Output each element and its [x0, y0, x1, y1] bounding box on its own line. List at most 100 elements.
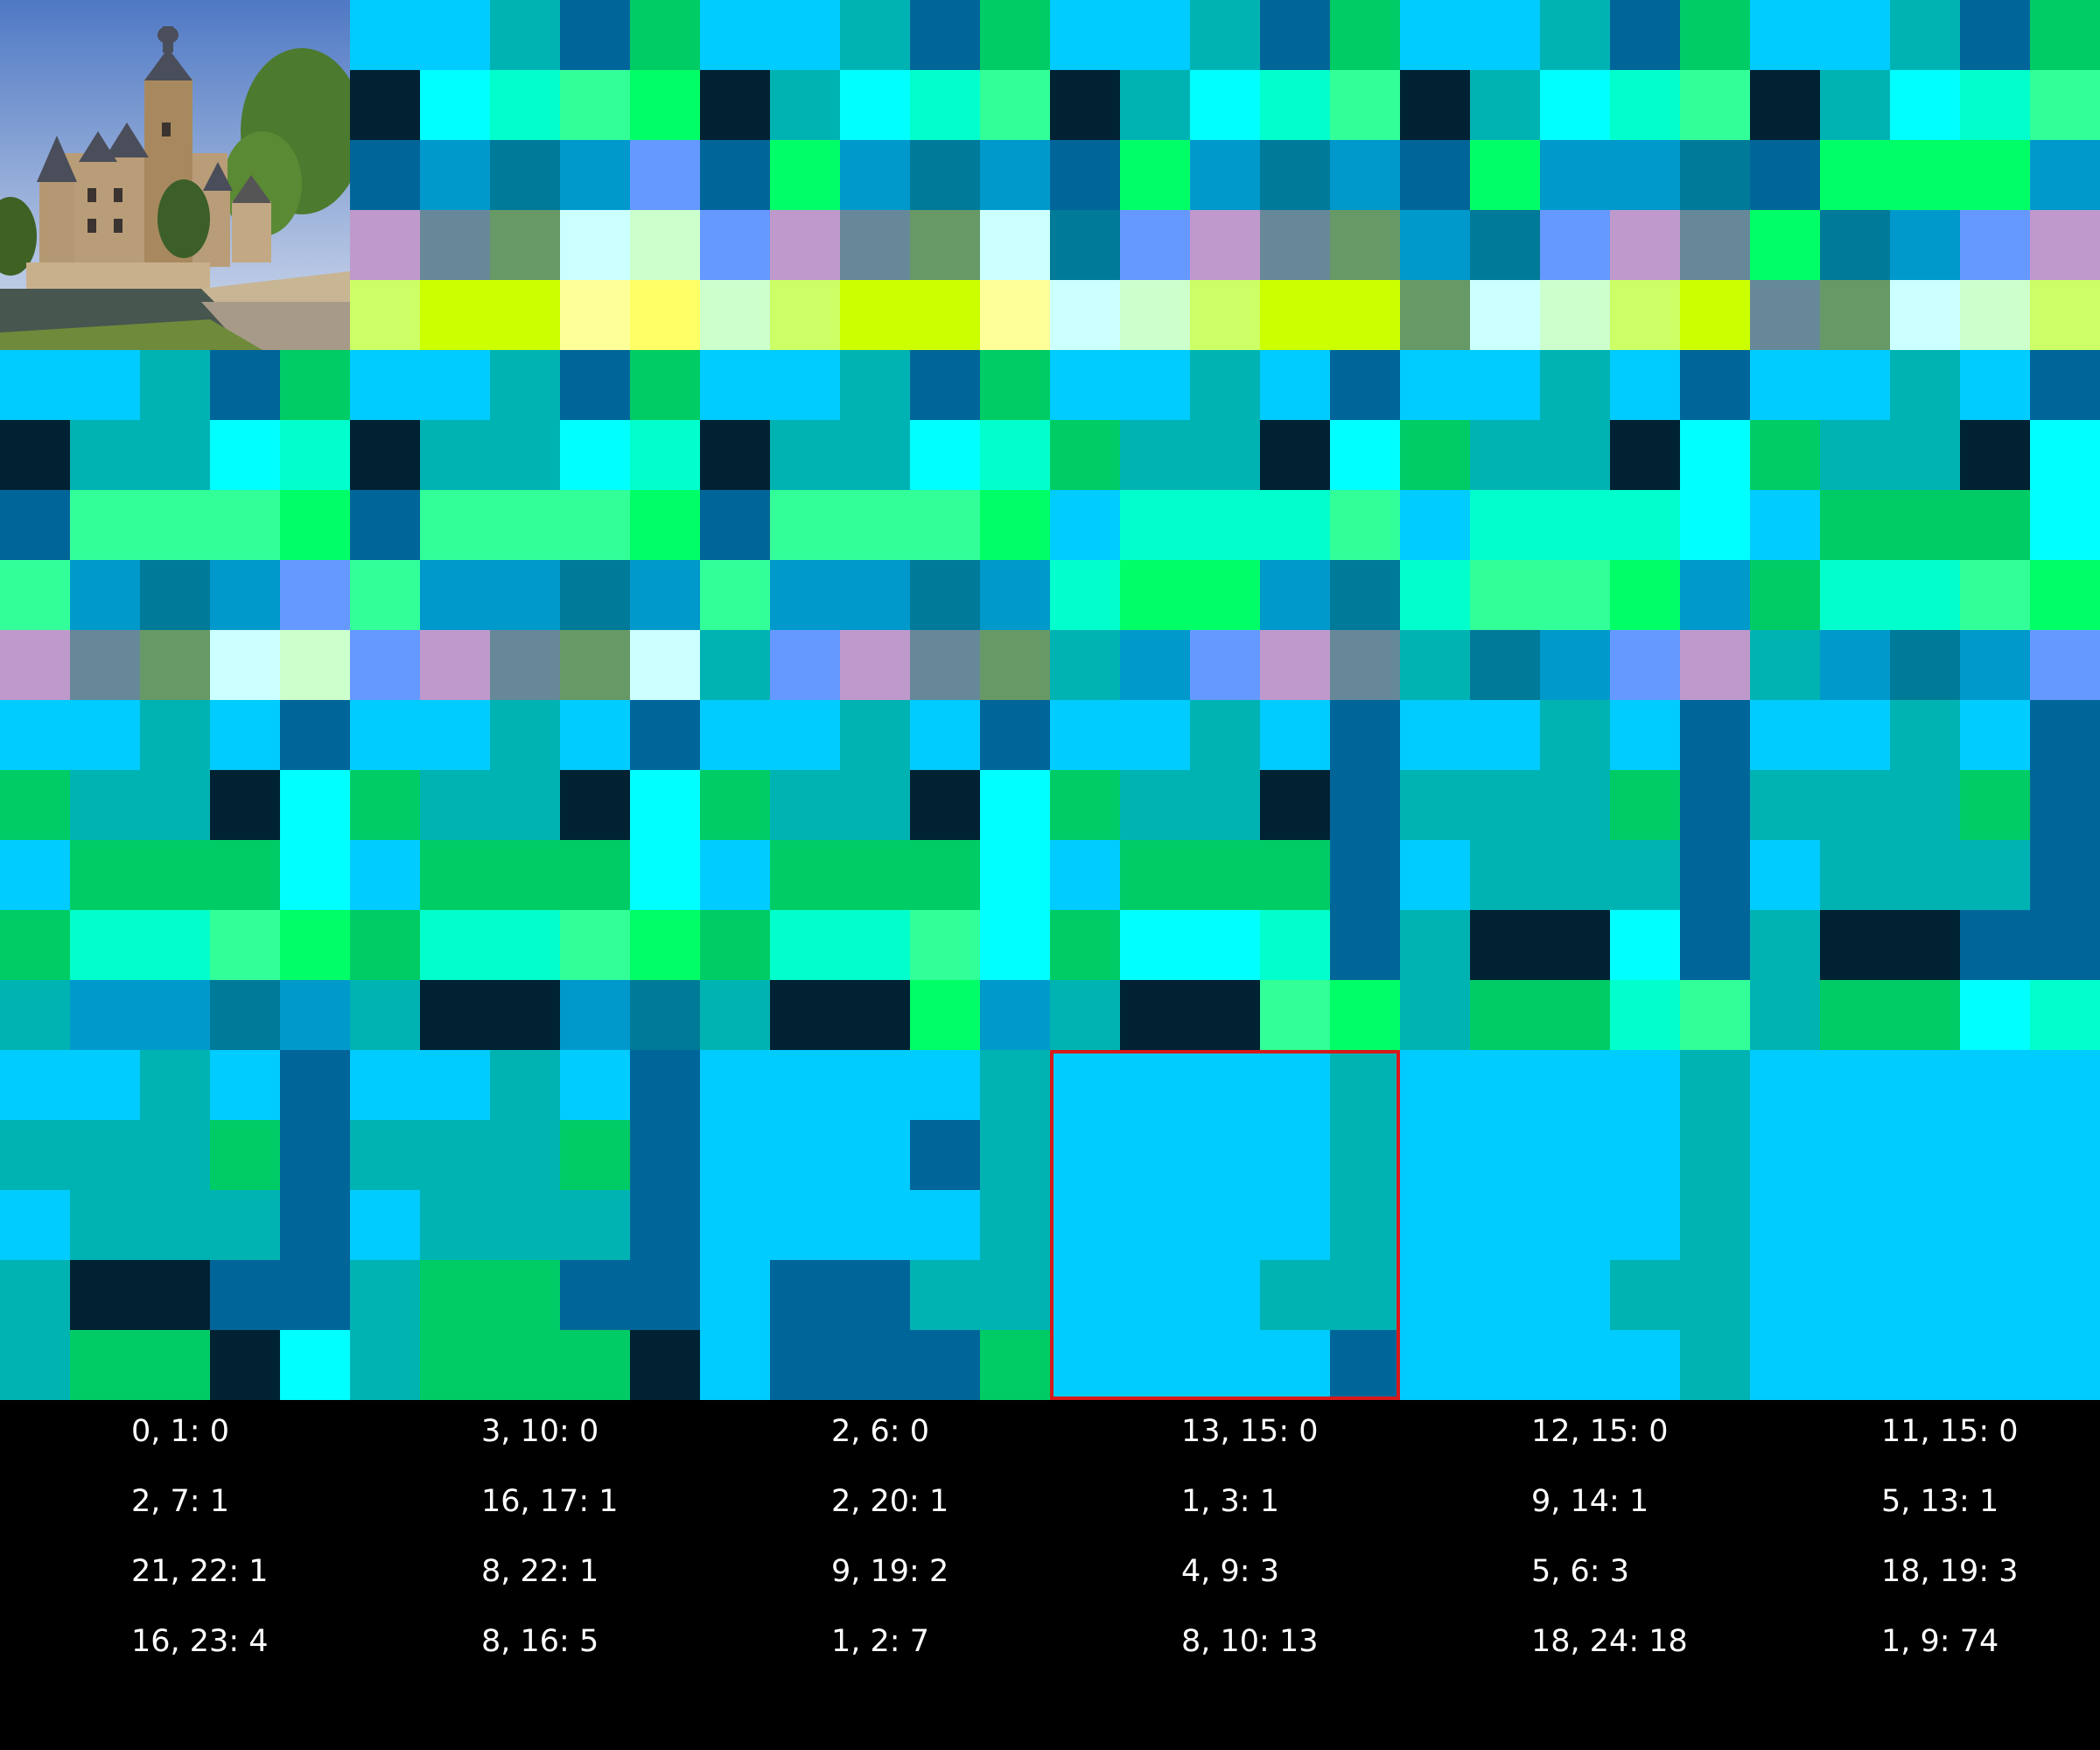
grid-cell: [630, 910, 700, 980]
grid-cell: [0, 630, 70, 700]
grid-cell: [490, 420, 560, 490]
grid-cell: [1750, 910, 1820, 980]
grid-cell: [910, 210, 980, 280]
grid-cell: [560, 1330, 630, 1400]
grid-cell: [1540, 280, 1610, 350]
grid-cell: [280, 910, 350, 980]
grid-cell: [1540, 770, 1610, 840]
grid-cell: [910, 840, 980, 910]
grid-cell: [2030, 1260, 2100, 1330]
grid-cell: [1050, 700, 1120, 770]
grid-cell: [1890, 560, 1960, 630]
grid-cell: [1470, 700, 1540, 770]
grid-cell: [1610, 490, 1680, 560]
grid-cell: [420, 1260, 490, 1330]
pair-count-label: 2, 7: 1: [131, 1484, 229, 1519]
grid-cell: [1750, 770, 1820, 840]
grid-cell: [1330, 350, 1400, 420]
pair-count-label: 21, 22: 1: [131, 1554, 269, 1589]
grid-cell: [1190, 280, 1260, 350]
grid-cell: [700, 350, 770, 420]
grid-cell: [420, 420, 490, 490]
grid-cell: [1680, 1190, 1750, 1260]
grid-cell: [2030, 70, 2100, 140]
grid-cell: [1890, 140, 1960, 210]
grid-cell: [2030, 1330, 2100, 1400]
grid-cell: [2030, 1050, 2100, 1120]
grid-cell: [1400, 700, 1470, 770]
grid-cell: [70, 1260, 140, 1330]
pair-count-label: 4, 9: 3: [1181, 1554, 1279, 1589]
grid-cell: [1890, 1330, 1960, 1400]
grid-cell: [630, 0, 700, 70]
grid-cell: [420, 350, 490, 420]
pair-count-label: 11, 15: 0: [1881, 1414, 2019, 1449]
grid-cell: [1890, 980, 1960, 1050]
grid-cell: [1750, 560, 1820, 630]
grid-cell: [630, 560, 700, 630]
grid-cell: [280, 350, 350, 420]
grid-cell: [1680, 280, 1750, 350]
grid-cell: [1960, 1050, 2030, 1120]
grid-cell: [840, 70, 910, 140]
grid-cell: [630, 140, 700, 210]
grid-cell: [980, 630, 1050, 700]
grid-cell: [0, 1190, 70, 1260]
grid-cell: [560, 420, 630, 490]
grid-cell: [1470, 910, 1540, 980]
grid-cell: [1960, 490, 2030, 560]
grid-cell: [700, 560, 770, 630]
grid-cell: [840, 770, 910, 840]
grid-cell: [560, 280, 630, 350]
grid-cell: [350, 910, 420, 980]
pair-count-label: 0, 1: 0: [131, 1414, 229, 1449]
grid-cell: [70, 420, 140, 490]
grid-cell: [630, 70, 700, 140]
grid-cell: [1680, 350, 1750, 420]
grid-cell: [1750, 1050, 1820, 1120]
grid-cell: [1610, 910, 1680, 980]
grid-cell: [2030, 910, 2100, 980]
grid-cell: [1190, 490, 1260, 560]
grid-cell: [2030, 210, 2100, 280]
grid-cell: [1960, 280, 2030, 350]
pair-count-label: 5, 6: 3: [1531, 1554, 1629, 1589]
grid-cell: [770, 140, 840, 210]
grid-cell: [910, 420, 980, 490]
grid-cell: [490, 1120, 560, 1190]
grid-cell: [1400, 350, 1470, 420]
grid-cell: [350, 840, 420, 910]
grid-cell: [910, 1120, 980, 1190]
grid-cell: [770, 490, 840, 560]
grid-cell: [1050, 350, 1120, 420]
grid-cell: [560, 0, 630, 70]
grid-cell: [1330, 980, 1400, 1050]
grid-cell: [1190, 210, 1260, 280]
grid-cell: [1890, 490, 1960, 560]
grid-cell: [630, 350, 700, 420]
grid-cell: [70, 560, 140, 630]
grid-cell: [1260, 980, 1330, 1050]
grid-cell: [1120, 350, 1190, 420]
grid-cell: [140, 350, 210, 420]
grid-cell: [910, 700, 980, 770]
grid-cell: [700, 70, 770, 140]
grid-cell: [700, 140, 770, 210]
grid-cell: [630, 980, 700, 1050]
grid-cell: [1750, 630, 1820, 700]
grid-cell: [1610, 1260, 1680, 1330]
grid-cell: [1120, 910, 1190, 980]
grid-cell: [1120, 1330, 1190, 1400]
grid-cell: [1750, 490, 1820, 560]
grid-cell: [1890, 910, 1960, 980]
grid-cell: [1960, 770, 2030, 840]
grid-cell: [210, 1260, 280, 1330]
grid-cell: [1190, 140, 1260, 210]
grid-cell: [1680, 1050, 1750, 1120]
grid-cell: [1610, 420, 1680, 490]
grid-cell: [420, 630, 490, 700]
grid-cell: [420, 910, 490, 980]
grid-cell: [560, 490, 630, 560]
grid-cell: [2030, 840, 2100, 910]
grid-cell: [770, 770, 840, 840]
